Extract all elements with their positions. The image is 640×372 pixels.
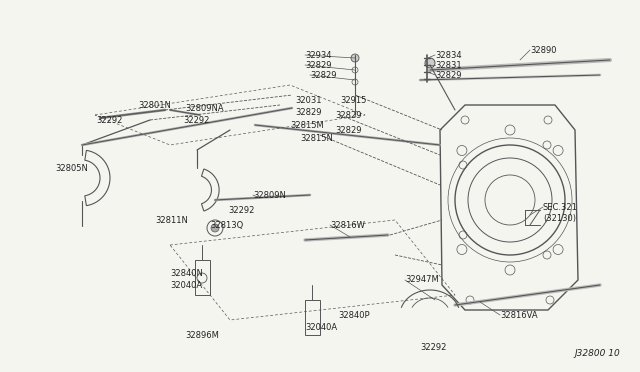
Text: 32947M: 32947M	[405, 276, 439, 285]
Text: 32829: 32829	[435, 71, 461, 80]
Text: 32829: 32829	[335, 125, 362, 135]
Text: 32829: 32829	[310, 71, 337, 80]
Text: 32834: 32834	[435, 51, 461, 60]
Text: 32840P: 32840P	[338, 311, 370, 320]
Text: 32829: 32829	[335, 110, 362, 119]
Text: J32800 10: J32800 10	[574, 349, 620, 358]
Text: 32896M: 32896M	[185, 330, 219, 340]
Text: 32040A: 32040A	[170, 280, 202, 289]
Text: 32915: 32915	[340, 96, 366, 105]
Text: 32815M: 32815M	[290, 121, 324, 129]
Text: 32809N: 32809N	[253, 190, 286, 199]
Text: 32829: 32829	[305, 61, 332, 70]
Text: 32890: 32890	[530, 45, 557, 55]
Circle shape	[425, 58, 435, 68]
Text: 32831: 32831	[435, 61, 461, 70]
Text: 32031: 32031	[295, 96, 321, 105]
Text: 32292: 32292	[420, 343, 446, 353]
Text: (32130): (32130)	[543, 214, 576, 222]
Text: 32805N: 32805N	[55, 164, 88, 173]
Text: SEC.321: SEC.321	[543, 202, 578, 212]
Text: 32840N: 32840N	[170, 269, 203, 278]
Text: 32815N: 32815N	[300, 134, 333, 142]
Text: 32829: 32829	[295, 108, 321, 116]
Text: 32934: 32934	[305, 51, 332, 60]
Text: 32816W: 32816W	[330, 221, 365, 230]
Text: 32816VA: 32816VA	[500, 311, 538, 320]
Text: 32040A: 32040A	[305, 324, 337, 333]
Text: 32801N: 32801N	[138, 100, 171, 109]
Text: 32292: 32292	[96, 115, 122, 125]
Text: 32292: 32292	[183, 115, 209, 125]
Circle shape	[351, 54, 359, 62]
Text: 32813Q: 32813Q	[210, 221, 243, 230]
Text: 32811N: 32811N	[155, 215, 188, 224]
Text: 32809NA: 32809NA	[185, 103, 223, 112]
Text: 32292: 32292	[228, 205, 254, 215]
Circle shape	[211, 224, 219, 232]
